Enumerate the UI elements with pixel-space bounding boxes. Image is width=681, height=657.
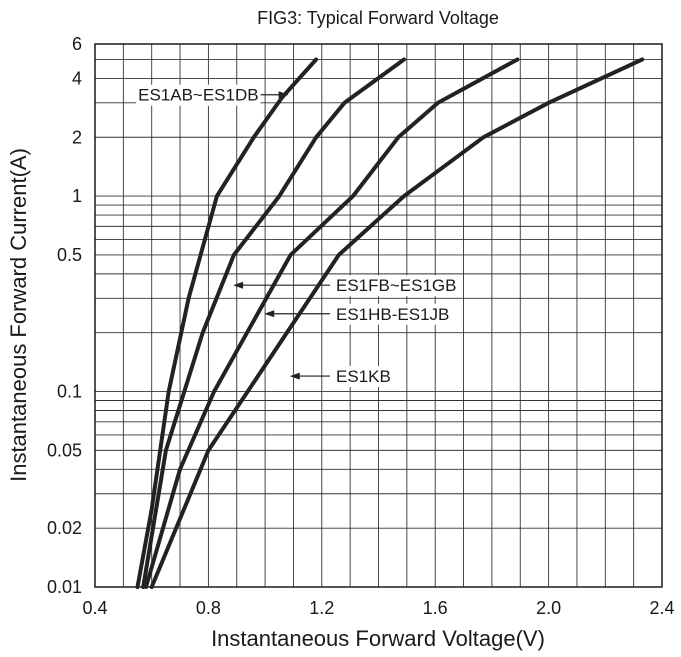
y-axis-label: Instantaneous Forward Current(A) bbox=[6, 148, 31, 482]
series-line bbox=[141, 57, 406, 589]
chart-title: FIG3: Typical Forward Voltage bbox=[257, 8, 499, 28]
x-tick-label: 2.0 bbox=[536, 598, 561, 618]
series-line bbox=[135, 57, 319, 589]
series-label-background bbox=[334, 275, 459, 297]
y-tick-label: 1 bbox=[72, 186, 82, 206]
series-label: ES1HB-ES1JB bbox=[336, 305, 449, 324]
series-line bbox=[149, 57, 645, 589]
callout-arrowhead bbox=[289, 372, 300, 380]
y-tick-labels: 0.01 0.02 0.05 0.1 0.5 1 2 4 6 bbox=[47, 34, 82, 597]
y-tick-label: 0.01 bbox=[47, 577, 82, 597]
y-tick-label: 0.05 bbox=[47, 440, 82, 460]
series-label-background bbox=[334, 366, 393, 388]
plot-frame bbox=[94, 43, 663, 588]
series-label: ES1KB bbox=[336, 367, 391, 386]
y-tick-label: 4 bbox=[72, 68, 82, 88]
series-lines bbox=[135, 57, 645, 589]
y-tick-label: 0.1 bbox=[57, 382, 82, 402]
x-tick-label: 2.4 bbox=[649, 598, 674, 618]
x-tick-label: 0.4 bbox=[82, 598, 107, 618]
series-label: ES1FB~ES1GB bbox=[336, 276, 456, 295]
series-label-background bbox=[334, 303, 452, 325]
series-callouts: ES1AB~ES1DB ES1FB~ES1GB ES1HB-ES1JB ES1KB bbox=[136, 84, 459, 388]
series-label-background bbox=[136, 84, 261, 106]
y-tick-label: 0.5 bbox=[57, 245, 82, 265]
callout-arrowhead bbox=[278, 91, 289, 99]
x-tick-label: 0.8 bbox=[196, 598, 221, 618]
callout-arrowhead bbox=[233, 281, 244, 289]
x-axis-label: Instantaneous Forward Voltage(V) bbox=[211, 626, 545, 651]
callout-arrowhead bbox=[264, 310, 275, 318]
series-line bbox=[144, 57, 520, 589]
x-tick-label: 1.6 bbox=[423, 598, 448, 618]
x-tick-labels: 0.4 0.8 1.2 1.6 2.0 2.4 bbox=[82, 598, 674, 618]
x-tick-label: 1.2 bbox=[309, 598, 334, 618]
series-label: ES1AB~ES1DB bbox=[138, 86, 259, 105]
y-tick-label: 6 bbox=[72, 34, 82, 54]
y-tick-label: 0.02 bbox=[47, 518, 82, 538]
grid bbox=[95, 44, 662, 587]
y-tick-label: 2 bbox=[72, 127, 82, 147]
